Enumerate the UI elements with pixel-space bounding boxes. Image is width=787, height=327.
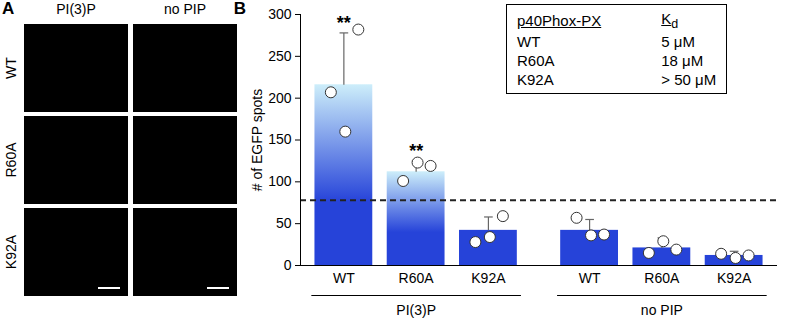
svg-text:WT: WT [3,57,19,79]
html-text:p40Phox-PX: p40Phox-PX [517,12,602,29]
svg-text:PI(3)P: PI(3)P [56,1,96,17]
html-text:18 μM: 18 μM [661,52,704,69]
html-text:Kd: Kd [661,10,679,31]
svg-text:100: 100 [268,173,292,189]
svg-text:A: A [2,0,14,18]
svg-text:50: 50 [276,215,292,231]
svg-text:WT: WT [579,270,601,286]
svg-text:B: B [234,0,246,18]
svg-text:200: 200 [268,90,292,106]
svg-text:WT: WT [333,270,355,286]
svg-text:R60A: R60A [399,270,435,286]
svg-text:R60A: R60A [3,142,19,178]
svg-text:150: 150 [268,131,292,147]
svg-text:no PIP: no PIP [164,1,206,17]
html-text:WT: WT [517,33,541,50]
svg-text:**: ** [409,141,423,161]
svg-text:0: 0 [284,257,292,273]
svg-text:K92A: K92A [717,270,752,286]
svg-text:250: 250 [268,48,292,64]
svg-text:no PIP: no PIP [641,302,683,318]
svg-text:PI(3)P: PI(3)P [396,302,436,318]
svg-text:**: ** [337,13,351,33]
html-text:> 50 μM: > 50 μM [661,71,717,88]
html-text:R60A: R60A [517,52,555,69]
html-text:K92A: K92A [517,71,554,88]
html-text:5 μM: 5 μM [661,33,695,50]
svg-text:300: 300 [268,6,292,22]
svg-text:R60A: R60A [644,270,680,286]
svg-text:# of EGFP spots: # of EGFP spots [249,89,265,191]
svg-text:K92A: K92A [3,234,19,269]
svg-text:K92A: K92A [471,270,506,286]
